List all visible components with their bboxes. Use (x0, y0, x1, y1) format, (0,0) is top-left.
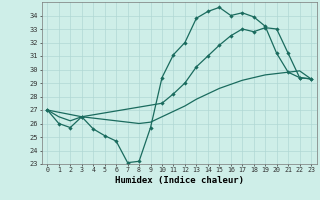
X-axis label: Humidex (Indice chaleur): Humidex (Indice chaleur) (115, 176, 244, 185)
